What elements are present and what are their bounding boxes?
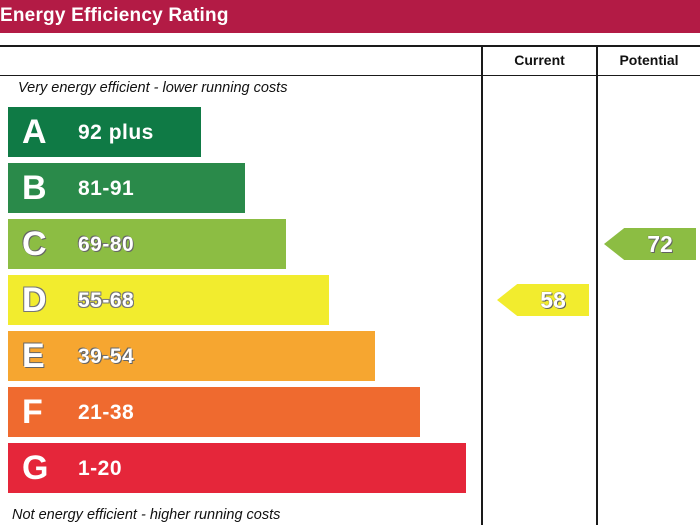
- band-g: G 1-20: [8, 443, 466, 493]
- band-range: 92 plus: [78, 121, 154, 144]
- band-letter: G: [22, 449, 49, 487]
- band-e: E 39-54: [8, 331, 375, 381]
- current-rating-arrow: 58: [497, 284, 589, 316]
- band-c: C 69-80: [8, 219, 286, 269]
- band-range: 55-68: [78, 289, 135, 312]
- title-bar: Energy Efficiency Rating: [0, 0, 700, 33]
- band-a: A 92 plus: [8, 107, 201, 157]
- band-letter: D: [22, 281, 47, 319]
- caption-very-efficient: Very energy efficient - lower running co…: [18, 80, 288, 96]
- frame-divider-potential: [596, 45, 598, 525]
- band-range: 21-38: [78, 401, 135, 424]
- frame-top-line: [0, 45, 700, 47]
- caption-not-efficient: Not energy efficient - higher running co…: [12, 507, 281, 523]
- band-f: F 21-38: [8, 387, 420, 437]
- band-letter: A: [22, 113, 47, 151]
- potential-rating-arrow-value: 72: [647, 231, 673, 257]
- potential-rating-arrow: 72: [604, 228, 696, 260]
- band-letter: B: [22, 169, 47, 207]
- column-header-potential: Potential: [619, 52, 679, 68]
- band-b: B 81-91: [8, 163, 245, 213]
- frame-divider-current: [481, 45, 483, 525]
- band-range: 69-80: [78, 233, 135, 256]
- current-rating-arrow-value: 58: [540, 287, 566, 313]
- band-range: 39-54: [78, 345, 135, 368]
- band-range: 81-91: [78, 177, 135, 200]
- frame-header-line: [0, 75, 700, 76]
- band-letter: E: [22, 337, 45, 375]
- chart-title: Energy Efficiency Rating: [0, 5, 229, 26]
- column-header-current: Current: [514, 52, 565, 68]
- band-letter: F: [22, 393, 43, 431]
- band-letter: C: [22, 225, 47, 263]
- band-range: 1-20: [78, 457, 123, 480]
- band-d: D 55-68: [8, 275, 329, 325]
